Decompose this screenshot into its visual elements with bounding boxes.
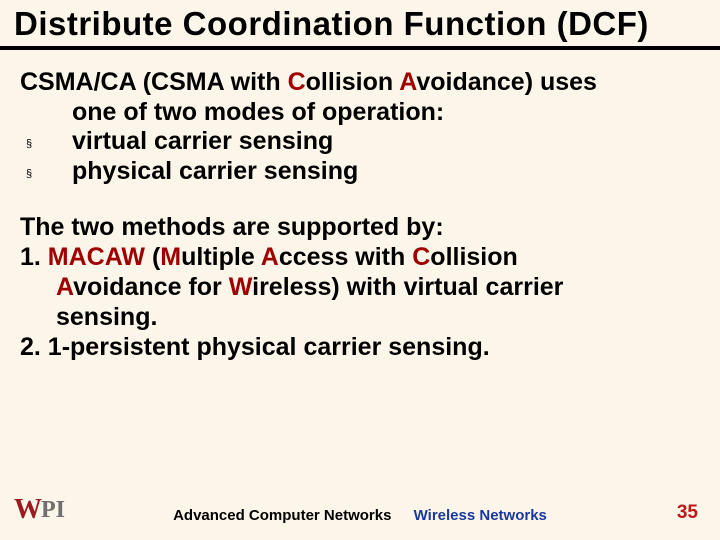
- bullet-icon: §: [26, 157, 72, 180]
- p2-A1-red: A: [261, 243, 279, 271]
- p2-item1-line2: Avoidance for Wireless) with virtual car…: [20, 272, 700, 302]
- p1-line1: CSMA/CA (CSMA with Collision Avoidance) …: [20, 68, 700, 98]
- p2-line2a-rest: voidance for: [73, 273, 229, 301]
- p2-item1-line3: sensing.: [20, 302, 700, 332]
- p2-n2-bold: 1-persistent physical carrier sensing: [48, 333, 483, 361]
- p2-item1-line1: 1. MACAW (Multiple Access with Collision: [20, 242, 700, 272]
- p1-after-a: voidance) uses: [416, 68, 597, 96]
- p2-W-red: W: [229, 273, 252, 301]
- p2-line3-dot: .: [150, 303, 157, 331]
- title-bar: Distribute Coordination Function (DCF): [0, 0, 720, 50]
- slide-body: CSMA/CA (CSMA with Collision Avoidance) …: [0, 50, 720, 362]
- macaw-red: MACAW: [48, 243, 145, 271]
- p2-line3-bold: sensing: [56, 303, 150, 331]
- p2-item2: 2. 1-persistent physical carrier sensing…: [20, 332, 700, 362]
- p2-C-red: C: [412, 243, 430, 271]
- p2-after-macaw-a: (: [145, 243, 160, 271]
- p1-a-red: A: [399, 68, 416, 96]
- p2-n2-dot: .: [483, 333, 490, 361]
- p2-after-W: ireless) with: [252, 273, 403, 301]
- bullet-text-1: virtual carrier sensing: [72, 127, 333, 157]
- slide-footer: WPI Advanced Computer Networks Wireless …: [0, 496, 720, 526]
- footer-center: Advanced Computer Networks Wireless Netw…: [0, 507, 720, 524]
- p2-after-M: ultiple: [181, 243, 261, 271]
- p1-c-red: C: [288, 68, 306, 96]
- page-number: 35: [677, 502, 698, 524]
- paragraph-1: CSMA/CA (CSMA with Collision Avoidance) …: [20, 68, 700, 186]
- p1-after-c: ollision: [306, 68, 400, 96]
- p2-vcs-bold: virtual carrier: [404, 273, 564, 301]
- bullet-text-2: physical carrier sensing: [72, 157, 358, 187]
- p2-intro: The two methods are supported by:: [20, 212, 700, 242]
- slide-title: Distribute Coordination Function (DCF): [14, 6, 706, 42]
- p2-A2-red: A: [56, 273, 73, 301]
- csma-ca-lead: CSMA/CA: [20, 68, 136, 96]
- paragraph-2: The two methods are supported by: 1. MAC…: [20, 212, 700, 362]
- p2-M-red: M: [160, 243, 181, 271]
- bullet-icon: §: [26, 127, 72, 150]
- p2-after-A1: ccess with: [279, 243, 412, 271]
- p1-line2: one of two modes of operation:: [20, 98, 700, 128]
- footer-text-1: Advanced Computer Networks: [173, 507, 391, 524]
- p2-n1-prefix: 1.: [20, 243, 48, 271]
- footer-text-2: Wireless Networks: [414, 507, 547, 524]
- p1-rest-a: (CSMA with: [136, 68, 288, 96]
- bullet-row-2: § physical carrier sensing: [20, 157, 700, 187]
- p2-after-C: ollision: [430, 243, 518, 271]
- bullet-row-1: § virtual carrier sensing: [20, 127, 700, 157]
- p2-n2-prefix: 2.: [20, 333, 48, 361]
- slide: Distribute Coordination Function (DCF) C…: [0, 0, 720, 540]
